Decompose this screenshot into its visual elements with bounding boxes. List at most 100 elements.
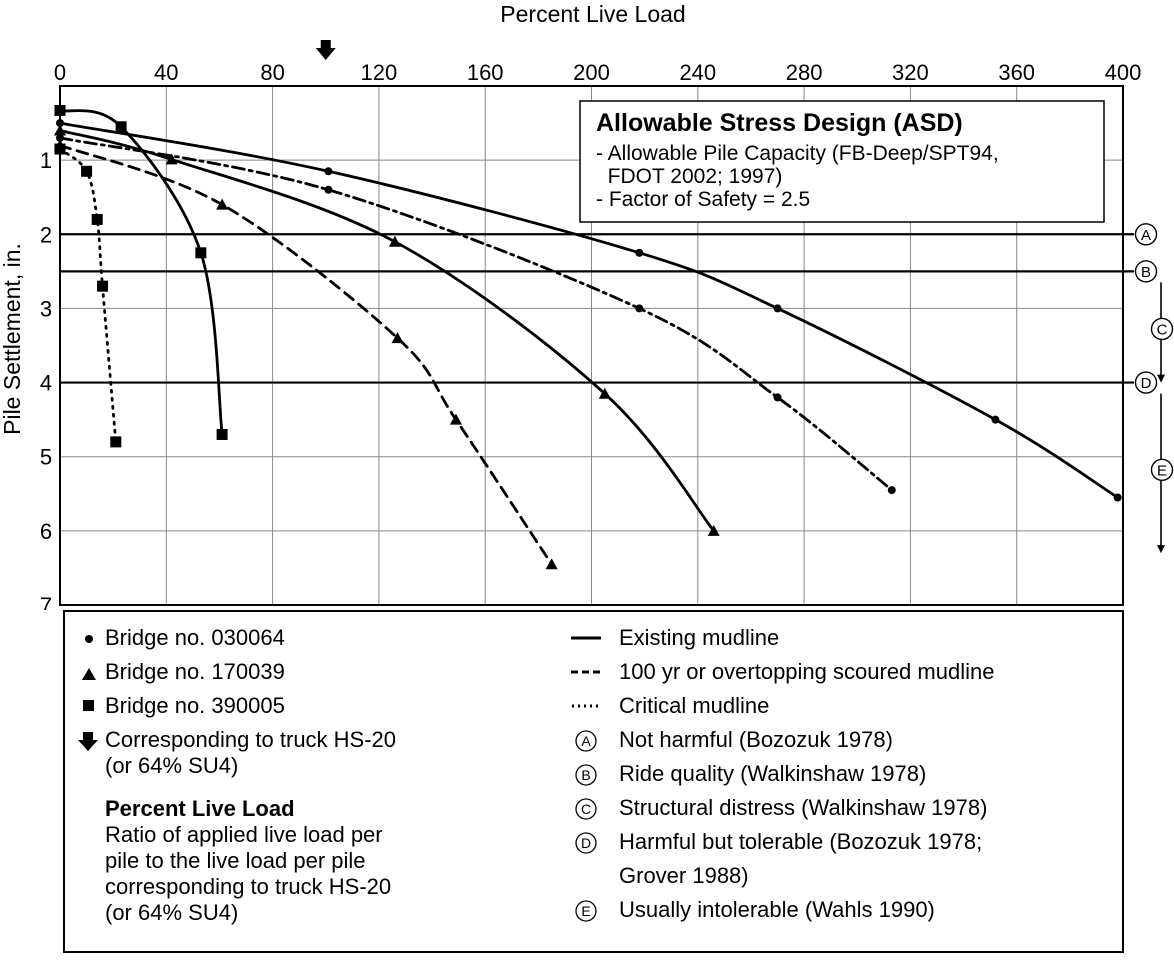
svg-text:B: B bbox=[581, 767, 590, 783]
legend: Bridge no. 030064 Bridge no. 170039 Brid… bbox=[63, 610, 1124, 953]
x-tick-label: 160 bbox=[467, 60, 504, 85]
legend-hs20: Corresponding to truck HS-20 bbox=[105, 727, 397, 752]
series-line bbox=[58, 129, 716, 533]
x-tick-label: 0 bbox=[54, 60, 66, 85]
legend-structural-distress: Structural distress (Walkinshaw 1978) bbox=[619, 795, 988, 820]
y-tick-label: 3 bbox=[40, 296, 52, 321]
point-triangle bbox=[391, 332, 404, 344]
circled-e-icon: E bbox=[575, 900, 597, 922]
reference-marker bbox=[1134, 371, 1158, 394]
point-square bbox=[91, 213, 103, 225]
point-square bbox=[216, 428, 228, 440]
hs20-arrow-head bbox=[315, 48, 336, 60]
reference-marker bbox=[1134, 223, 1158, 246]
point-square bbox=[81, 165, 93, 177]
point-circle bbox=[887, 486, 896, 495]
y-axis-label: Pile Settlement, in. bbox=[0, 243, 25, 435]
point-square bbox=[97, 280, 109, 292]
hs20-arrow-shaft bbox=[320, 40, 331, 48]
circled-b-icon: B bbox=[575, 764, 597, 786]
svg-text:A: A bbox=[581, 733, 591, 749]
point-square bbox=[110, 436, 122, 448]
x-tick-label: 360 bbox=[998, 60, 1035, 85]
y-tick-label: 1 bbox=[40, 148, 52, 173]
legend-not-harmful: Not harmful (Bozozuk 1978) bbox=[619, 727, 893, 752]
point-circle bbox=[773, 304, 782, 313]
point-triangle bbox=[545, 558, 558, 570]
range-arrowhead bbox=[1157, 545, 1165, 554]
point-circle bbox=[324, 167, 333, 176]
range-marker bbox=[1150, 458, 1174, 482]
point-circle bbox=[773, 393, 782, 402]
y-tick-label: 4 bbox=[40, 371, 52, 396]
x-tick-label: 320 bbox=[892, 60, 929, 85]
settlement-chart: Percent Live Load Pile Settlement, in. 0… bbox=[0, 1, 1174, 610]
x-tick-label: 80 bbox=[260, 60, 284, 85]
hs20-arrow-icon bbox=[315, 40, 336, 60]
point-square bbox=[195, 247, 207, 259]
y-tick-label: 7 bbox=[40, 593, 52, 610]
tick-labels: 0 40 80 120 160 200 240 280 320 360 400 1 2 3 4 5 6 7 bbox=[40, 60, 1141, 610]
series-line bbox=[58, 136, 894, 492]
description-line-2: pile to the live load per pile bbox=[105, 848, 366, 873]
description-line-3: corresponding to truck HS-20 bbox=[105, 874, 392, 899]
circled-c-icon: C bbox=[575, 798, 597, 820]
legend-harmful-tolerable: Harmful but tolerable (Bozozuk 1978; bbox=[619, 829, 983, 854]
point-circle bbox=[635, 304, 644, 313]
dotted-line-icon bbox=[572, 704, 601, 708]
description-line-1: Ratio of applied live load per bbox=[105, 822, 383, 847]
legend-bridge-170039: Bridge no. 170039 bbox=[105, 659, 285, 684]
annotation-line-2: FDOT 2002; 1997) bbox=[596, 165, 782, 188]
annotation-line-3: - Factor of Safety = 2.5 bbox=[596, 188, 810, 211]
point-triangle bbox=[707, 524, 720, 536]
legend-bridge-030064: Bridge no. 030064 bbox=[105, 625, 285, 650]
point-triangle bbox=[598, 387, 611, 399]
reference-marker-label: A bbox=[1141, 227, 1151, 244]
plot-frame bbox=[59, 85, 1124, 606]
annotation-title: Allowable Stress Design (ASD) bbox=[596, 109, 963, 137]
svg-text:C: C bbox=[581, 801, 591, 817]
series-group bbox=[54, 104, 1122, 570]
range-marker-label: E bbox=[1157, 462, 1167, 479]
point-triangle bbox=[388, 235, 401, 247]
y-tick-label: 6 bbox=[40, 519, 52, 544]
x-axis-label: Percent Live Load bbox=[500, 1, 685, 27]
point-triangle bbox=[216, 198, 229, 210]
reference-marker bbox=[1134, 260, 1158, 283]
range-arrowhead bbox=[1157, 374, 1165, 383]
series-line bbox=[58, 109, 224, 436]
point-triangle bbox=[165, 153, 178, 165]
point-triangle bbox=[449, 413, 462, 425]
description-line-4: (or 64% SU4) bbox=[105, 900, 239, 925]
x-tick-label: 40 bbox=[154, 60, 178, 85]
x-tick-label: 400 bbox=[1105, 60, 1142, 85]
annotation-line-1: - Allowable Pile Capacity (FB-Deep/SPT94… bbox=[596, 142, 999, 165]
point-circle bbox=[635, 248, 644, 257]
legend-bridge-390005: Bridge no. 390005 bbox=[105, 693, 285, 718]
solid-line-icon bbox=[571, 636, 601, 640]
series-line bbox=[58, 143, 554, 566]
reference-lines: A B D C E bbox=[60, 223, 1174, 554]
series-line bbox=[58, 147, 118, 444]
y-tick-label: 2 bbox=[40, 222, 52, 247]
point-circle bbox=[991, 415, 1000, 424]
legend-hs20-line2: (or 64% SU4) bbox=[105, 753, 239, 778]
point-circle bbox=[324, 185, 333, 194]
legend-scoured-mudline: 100 yr or overtopping scoured mudline bbox=[619, 659, 995, 684]
point-square bbox=[115, 121, 127, 133]
triangle-marker-icon bbox=[82, 668, 96, 680]
point-circle bbox=[1113, 493, 1122, 502]
reference-marker-label: B bbox=[1141, 264, 1151, 281]
legend-usually-intolerable: Usually intolerable (Wahls 1990) bbox=[619, 897, 935, 922]
legend-existing-mudline: Existing mudline bbox=[619, 625, 780, 650]
legend-ride-quality: Ride quality (Walkinshaw 1978) bbox=[619, 761, 927, 786]
range-marker bbox=[1150, 317, 1174, 341]
circled-a-icon: A bbox=[575, 730, 597, 752]
asd-annotation-box: Allowable Stress Design (ASD) - Allowabl… bbox=[579, 100, 1105, 223]
legend-harmful-tolerable-line2: Grover 1988) bbox=[619, 863, 749, 888]
down-arrow-icon bbox=[78, 732, 98, 751]
legend-critical-mudline: Critical mudline bbox=[619, 693, 770, 718]
svg-text:D: D bbox=[581, 835, 591, 851]
y-tick-label: 5 bbox=[40, 445, 52, 470]
x-tick-label: 240 bbox=[679, 60, 716, 85]
